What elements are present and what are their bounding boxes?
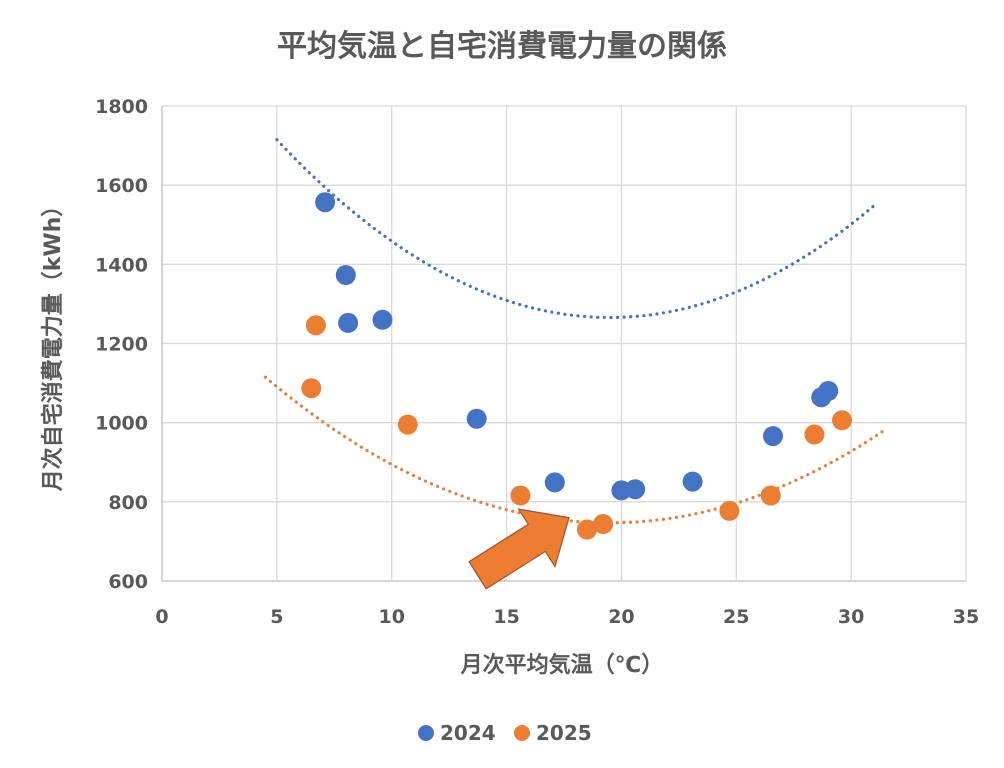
legend-marker-2025 [514,725,530,741]
x-tick-label: 25 [723,606,749,628]
x-tick-label: 35 [953,606,979,628]
point-2025 [832,410,852,431]
point-2025 [305,315,326,336]
x-tick-label: 10 [378,606,404,628]
trendline-2024 [275,138,876,320]
point-2025 [397,414,418,435]
point-2024 [315,192,336,213]
point-2025 [719,500,740,521]
point-2024 [682,471,703,492]
legend-label: 2024 [440,721,496,745]
x-tick-label: 20 [608,606,634,628]
trendlines [263,138,888,525]
x-tick-label: 0 [155,606,168,628]
point-2025 [510,485,531,506]
x-axis-title: 月次平均気温（℃） [460,652,664,678]
legend: 2024 2025 [418,721,592,745]
y-tick-label: 1600 [95,175,148,197]
data-points [301,192,852,540]
point-2025 [577,519,597,540]
point-2024 [763,426,783,447]
annotation-arrow [468,508,570,590]
y-axis-title: 月次自宅消費電力量（kWh） [40,195,66,493]
annotation [468,508,570,590]
y-tick-label: 1200 [95,334,148,356]
legend-label: 2025 [536,721,592,745]
y-tick-label: 800 [108,492,148,514]
axes: 600 800 1000 1200 1400 1600 1800 0 5 10 15 20 25 30 35 [95,96,979,628]
x-tick-label: 30 [838,606,864,628]
point-2025 [593,514,614,534]
chart-title: 平均気温と自宅消費電力量の関係 [277,29,727,64]
point-2024 [544,472,565,493]
point-2024 [818,381,839,401]
y-tick-label: 1400 [95,254,148,276]
y-tick-label: 1000 [95,413,148,435]
point-2024 [466,408,487,429]
point-2025 [301,378,322,399]
point-2024 [335,265,356,285]
x-tick-label: 15 [493,606,519,628]
x-tick-label: 5 [270,606,283,628]
y-tick-label: 1800 [95,96,148,118]
y-tick-label: 600 [108,571,148,593]
gridlines [161,105,967,582]
legend-marker-2024 [418,725,434,741]
point-2024 [625,479,646,500]
point-2024 [372,309,393,330]
trendline-2025 [263,375,888,525]
point-2025 [760,485,781,506]
point-2024 [338,312,359,333]
point-2025 [804,424,825,445]
